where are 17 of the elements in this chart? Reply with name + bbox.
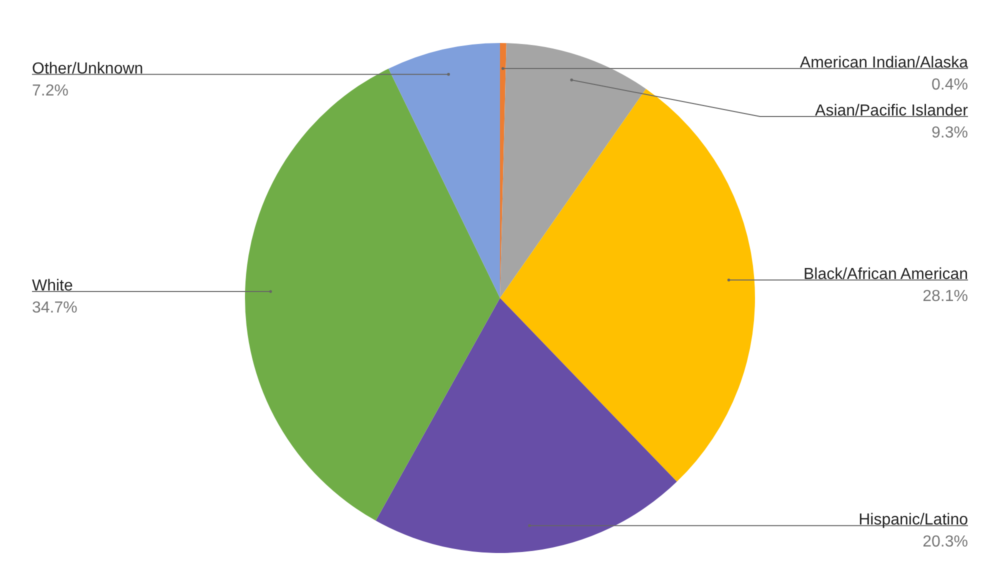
slice-label: American Indian/Alaska: [800, 54, 968, 72]
pie-slice: [245, 68, 500, 521]
data-label: 7.2%: [32, 82, 68, 100]
data-label: 20.3%: [922, 534, 968, 551]
data-label: 28.1%: [922, 288, 968, 305]
data-label: 34.7%: [32, 300, 78, 317]
slice-label: Hispanic/Latino: [858, 512, 968, 529]
slice-label: Asian/Pacific Islander: [815, 102, 969, 120]
data-label: 0.4%: [932, 76, 968, 94]
slice-label: Black/African American: [803, 266, 968, 283]
slice-label: Other/Unknown: [32, 60, 144, 78]
pie-slice: [388, 43, 500, 298]
pie-slice: [376, 298, 677, 553]
data-label: 9.3%: [932, 124, 968, 142]
slice-label: White: [32, 278, 73, 295]
pie-slice: [500, 43, 646, 298]
pie-slice: [500, 88, 755, 482]
